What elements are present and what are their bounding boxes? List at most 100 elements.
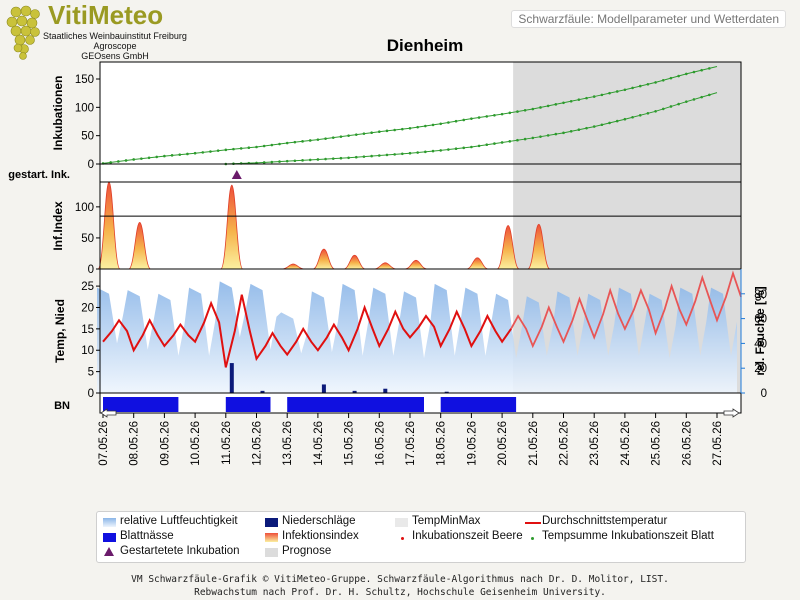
x-tick-label: 24.05.26 <box>620 421 632 466</box>
infektionsindex-peak <box>527 223 551 270</box>
y-tick-label: 20 <box>81 302 94 314</box>
blattnaesse-interval <box>471 397 517 412</box>
x-tick-label: 10.05.26 <box>190 421 202 466</box>
logo-title: VitiMeteo <box>48 0 164 30</box>
y-tick-label: 0 <box>88 388 94 400</box>
legend-swatch-dotgreen <box>531 537 534 540</box>
x-tick-label: 14.05.26 <box>313 421 325 466</box>
legend-swatch-tempminmax <box>395 518 408 527</box>
y-tick-label: 100 <box>75 202 94 214</box>
y-tick-label: 10 <box>81 345 94 357</box>
infektionsindex-peak <box>128 221 152 270</box>
rain-bar <box>383 388 388 393</box>
page-subtitle: Schwarzfäule: Modellparameter und Wetter… <box>511 10 786 28</box>
y-tick-label: 50 <box>81 233 94 245</box>
infektionsindex-peak <box>496 225 520 270</box>
infektionsindex-peak <box>220 184 244 270</box>
rain-bar <box>321 384 326 393</box>
y-right-tick-label: 20 <box>754 363 767 375</box>
x-tick-label: 07.05.26 <box>98 421 110 466</box>
legend-swatch-rain <box>265 518 278 527</box>
y-tick-label: 50 <box>81 131 94 143</box>
y-right-tick-label: 80 <box>754 289 767 301</box>
blattnaesse-interval <box>133 397 179 412</box>
grape-logo-icon <box>6 5 40 60</box>
ylabel-inkubationen: Inkubationen <box>51 76 65 151</box>
y-tick-label: 25 <box>81 281 94 293</box>
x-tick-label: 23.05.26 <box>589 421 601 466</box>
incubation-beere-line <box>102 66 718 164</box>
ylabel-blattnaesse: BN <box>54 400 70 412</box>
x-tick-label: 11.05.26 <box>221 421 233 465</box>
x-tick-label: 26.05.26 <box>681 421 693 466</box>
infektionsindex-peak <box>343 254 366 270</box>
y-right-tick-label: 60 <box>754 314 767 326</box>
legend-swatch-prognose <box>265 548 278 557</box>
x-tick-label: 22.05.26 <box>559 421 571 466</box>
x-tick-label: 18.05.26 <box>436 421 448 466</box>
x-tick-label: 09.05.26 <box>159 421 171 466</box>
x-tick-label: 08.05.26 <box>129 421 141 466</box>
vitimeteo-logo[interactable]: VitiMeteo Staatliches Weinbauinstitut Fr… <box>4 0 194 61</box>
x-tick-label: 20.05.26 <box>497 421 509 466</box>
y-tick-label: 150 <box>75 74 94 86</box>
x-tick-label: 17.05.26 <box>405 421 417 466</box>
ylabel-rel-feuchte: rel. Feuchte [%] <box>753 286 767 375</box>
y-tick-label: 5 <box>88 367 94 379</box>
legend-swatch-humidity <box>103 518 116 527</box>
legend-swatch-wetness <box>103 533 116 542</box>
y-tick-label: 100 <box>75 102 94 114</box>
rain-bar <box>260 390 265 393</box>
x-tick-label: 27.05.26 <box>712 421 724 466</box>
scroll-left-icon[interactable] <box>100 408 117 418</box>
legend-label: TempMinMax <box>412 515 481 527</box>
y-right-tick-label: 40 <box>754 338 767 350</box>
rain-bar <box>444 391 449 393</box>
infektionsindex-peak <box>312 248 336 270</box>
gestartete-inkubation-marker <box>231 170 242 179</box>
infektionsindex-peak <box>404 259 428 270</box>
y-tick-label: 0 <box>88 264 94 276</box>
legend-swatch-infindex <box>265 533 278 542</box>
y-tick-label: 0 <box>88 159 94 171</box>
legend-label: Prognose <box>282 545 332 557</box>
x-tick-label: 21.05.26 <box>528 421 540 466</box>
incubation-blatt-line <box>225 92 718 165</box>
chart-title: Dienheim <box>386 36 464 55</box>
legend-label: Infektionsindex <box>282 530 359 542</box>
legend-label: Tempsumme Inkubationszeit Blatt <box>542 530 714 542</box>
logo-line-institut: Staatliches Weinbauinstitut Freiburg <box>43 31 187 41</box>
infektionsindex-peak <box>374 262 397 270</box>
footer-credits-line2: Rebwachstum nach Prof. Dr. H. Schultz, H… <box>194 587 606 598</box>
legend-label: Gestartetete Inkubation <box>120 545 240 557</box>
blattnaesse-interval <box>379 397 424 412</box>
schwarzfaeule-chart: 0 50 100 150 0 50 100 0 5 10 15 20 25 0 20 40 60 80 Inkuba… <box>8 61 767 466</box>
logo-line-agroscope: Agroscope <box>93 41 137 51</box>
x-tick-label: 15.05.26 <box>344 421 356 466</box>
legend-swatch-templine <box>525 522 541 524</box>
logo-line-geosens: GEOsens GmbH <box>81 51 149 61</box>
ylabel-infektionsindex: Inf.Index <box>51 201 65 251</box>
legend-label: Inkubationszeit Beere <box>412 530 523 542</box>
rain-bar <box>352 390 357 393</box>
y-right-tick-label: 0 <box>761 388 767 400</box>
humidity-area <box>97 281 737 393</box>
rain-bar <box>229 363 234 393</box>
legend-swatch-triangle <box>104 547 114 556</box>
x-tick-label: 16.05.26 <box>374 421 386 466</box>
blattnaesse-interval <box>225 397 271 412</box>
scroll-right-icon[interactable] <box>723 408 740 418</box>
temperature-line-prognose <box>510 270 742 349</box>
infektionsindex-peak <box>466 257 489 270</box>
chart-legend: relative Luftfeuchtigkeit Niederschläge Te… <box>96 511 746 563</box>
x-tick-label: 13.05.26 <box>282 421 294 466</box>
footer-credits-line1: VM Schwarzfäule-Grafik © VitiMeteo-Grupp… <box>131 574 669 585</box>
temperature-line <box>102 294 512 368</box>
x-tick-label: 19.05.26 <box>466 421 478 466</box>
x-tick-label: 25.05.26 <box>651 421 663 466</box>
ylabel-temperatur: Temp, Nied <box>53 299 67 363</box>
legend-label: Blattnässe <box>120 530 174 542</box>
ylabel-gestartete-inkubation: gestart. Ink. <box>8 169 70 181</box>
x-tick-label: 12.05.26 <box>252 421 264 466</box>
